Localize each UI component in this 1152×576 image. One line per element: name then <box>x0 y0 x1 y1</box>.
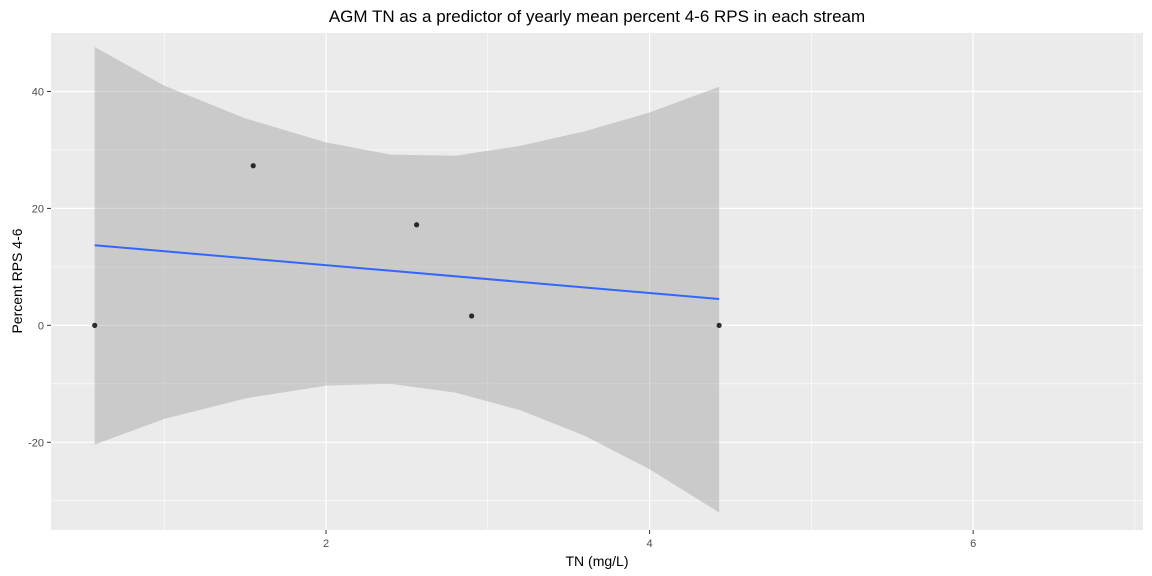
tick-layer: 2 4 6 -20 0 20 40 <box>28 86 976 550</box>
y-tick-label: 0 <box>38 320 44 332</box>
fit-line-layer <box>94 244 720 301</box>
regression-line <box>94 244 720 301</box>
grid-layer <box>51 33 1143 530</box>
x-tick-label: 2 <box>323 538 329 550</box>
data-point <box>250 163 256 169</box>
x-tick-label: 4 <box>647 538 653 550</box>
data-point <box>92 322 98 328</box>
x-tick-label: 6 <box>970 538 976 550</box>
confidence-band-layer <box>94 47 720 513</box>
chart-title: AGM TN as a predictor of yearly mean per… <box>329 7 865 26</box>
y-axis-title: Percent RPS 4-6 <box>9 228 25 333</box>
confidence-band <box>94 47 720 513</box>
y-tick-label: 20 <box>32 203 44 215</box>
plot-panel <box>51 33 1143 530</box>
data-point <box>716 322 722 328</box>
data-point <box>469 313 475 319</box>
points-layer <box>92 163 722 328</box>
data-point <box>414 222 420 228</box>
y-tick-label: 40 <box>32 86 44 98</box>
y-tick-label: -20 <box>28 437 44 449</box>
x-axis-title: TN (mg/L) <box>566 553 629 569</box>
